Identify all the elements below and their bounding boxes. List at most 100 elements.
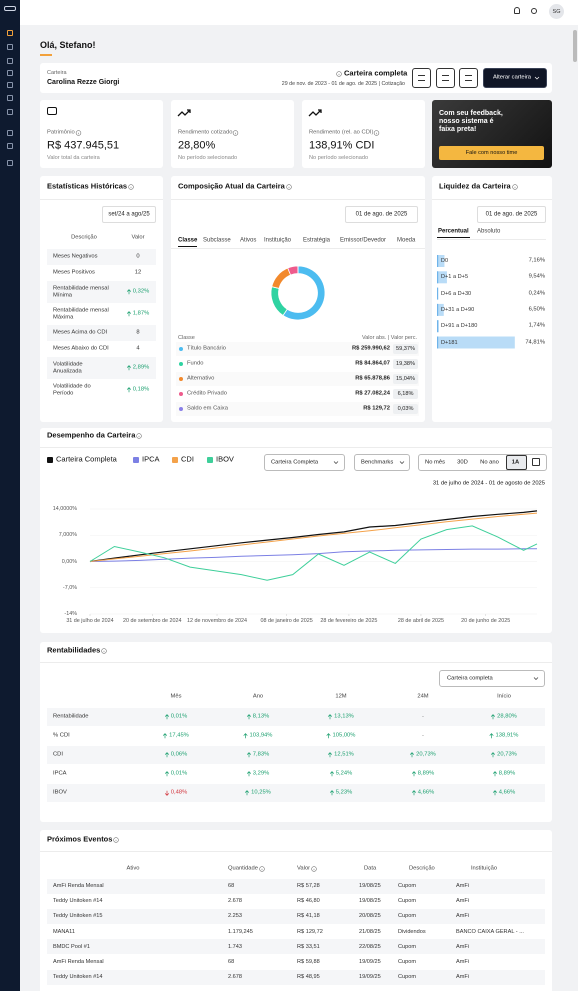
composition-tab[interactable]: Classe	[178, 237, 198, 244]
composition-tab[interactable]: Instituição	[264, 237, 292, 244]
liquidity-tab[interactable]: Absoluto	[477, 228, 501, 235]
events-cell: 20/08/25	[359, 913, 381, 920]
stats-value: 1,87%	[132, 310, 150, 317]
liquidity-bar	[437, 271, 447, 284]
events-cell: 68	[228, 882, 235, 889]
nav-icon[interactable]	[7, 82, 13, 88]
divider	[437, 239, 546, 240]
mail-button-icon	[465, 75, 472, 81]
trend-icon	[308, 109, 322, 117]
range-option[interactable]: No mês	[425, 459, 445, 466]
returns-name: IBOV	[53, 789, 67, 796]
events-cell: AmFi	[456, 882, 470, 889]
trend-arrow	[490, 752, 496, 758]
events-col: Descrição	[409, 865, 435, 872]
events-cell: 1.179,245	[228, 928, 253, 935]
series-line	[89, 510, 538, 563]
portfolio-select-label[interactable]: Carteira Completa	[271, 459, 319, 466]
composition-class: Fundo	[187, 360, 204, 367]
trend-arrow	[246, 752, 252, 758]
nav-icon[interactable]	[7, 109, 13, 115]
nav-icon[interactable]	[7, 30, 13, 36]
y-tick-label: 7,000%	[58, 532, 77, 539]
nav-icon[interactable]	[7, 58, 13, 64]
stats-period-label[interactable]: set/24 a ago/25	[108, 211, 150, 218]
composition-date-label[interactable]: 01 de ago. de 2025	[355, 211, 408, 218]
nav-icon[interactable]	[7, 143, 13, 149]
info-icon	[373, 130, 380, 136]
range-option[interactable]: 1A	[511, 459, 520, 466]
liquidity-card	[432, 176, 552, 422]
range-option[interactable]: 30D	[457, 459, 468, 466]
trend-arrow	[126, 387, 132, 393]
returns-value: 8,13%	[252, 713, 270, 720]
composition-class: Crédito Privado	[187, 390, 227, 397]
composition-tab[interactable]: Subclasse	[203, 237, 231, 244]
change-wallet-button[interactable]	[483, 68, 547, 88]
returns-value: 0,01%	[170, 713, 188, 720]
notification-icon[interactable]	[514, 7, 520, 14]
stats-col: Valor	[131, 234, 145, 241]
series-line	[89, 525, 538, 581]
range-option[interactable]: No ano	[480, 459, 499, 466]
composition-amount: R$ 129,72	[363, 405, 390, 412]
theme-icon[interactable]	[531, 8, 537, 14]
calendar-icon[interactable]	[532, 458, 540, 466]
composition-tab[interactable]: Moeda	[397, 237, 416, 244]
nav-icon[interactable]	[7, 70, 13, 76]
x-tick-label: 08 de janeiro de 2025	[260, 617, 313, 624]
percent-chip	[393, 359, 418, 369]
composition-tab[interactable]: Emissor/Devedor	[340, 237, 387, 244]
nav-icon[interactable]	[7, 44, 13, 50]
returns-value: 103,94%	[249, 732, 273, 739]
returns-col: 24M	[417, 693, 429, 700]
nav-icon[interactable]	[7, 130, 13, 136]
stats-value: 0,32%	[132, 288, 150, 295]
nav-icon[interactable]	[7, 95, 13, 101]
composition-class: Alternativo	[187, 375, 215, 382]
stats-value: 0	[136, 253, 140, 260]
legend-swatch	[133, 457, 139, 463]
benchmarks-select-label[interactable]: Benchmarks	[361, 459, 394, 466]
composition-tab[interactable]: Estratégia	[303, 237, 331, 244]
returns-select[interactable]	[439, 670, 545, 687]
returns-select-label[interactable]: Carteira completa	[447, 675, 493, 682]
liquidity-tab[interactable]: Percentual	[438, 228, 469, 235]
active-tab-underline	[178, 246, 197, 248]
trend-arrow	[489, 733, 494, 739]
events-cell: Teddy Unitoken #14	[53, 897, 103, 904]
change-wallet-label[interactable]: Alterar carteira	[492, 74, 532, 81]
composition-date[interactable]	[345, 206, 418, 223]
composition-percent: 15,04%	[396, 375, 415, 382]
portfolio-select[interactable]	[264, 454, 345, 471]
trend-arrow	[244, 790, 250, 796]
trend-arrow	[411, 790, 417, 796]
events-cell: Cupom	[398, 943, 417, 950]
filter-button[interactable]	[412, 68, 431, 88]
liquidity-date-label[interactable]: 01 de ago. de 2025	[485, 211, 538, 218]
liquidity-bar-edge	[437, 271, 439, 284]
trend-arrow	[164, 752, 170, 758]
stats-period[interactable]	[102, 206, 156, 223]
chevron-icon	[399, 461, 405, 464]
feedback-button[interactable]	[439, 146, 544, 160]
topbar	[20, 0, 578, 25]
events-cell: BANCO CAIXA GERAL - ...	[456, 928, 524, 935]
divider	[171, 248, 425, 249]
returns-value: 0,06%	[170, 751, 188, 758]
benchmarks-select[interactable]	[354, 454, 410, 471]
divider	[40, 199, 163, 200]
refresh-button[interactable]	[436, 68, 455, 88]
liquidity-date[interactable]	[477, 206, 546, 223]
nav-icon[interactable]	[7, 160, 13, 166]
composition-tab[interactable]: Ativos	[240, 237, 257, 244]
events-cell: AmFi	[456, 943, 470, 950]
composition-col: Classe	[178, 334, 195, 341]
range-group	[418, 454, 547, 471]
events-cell: Teddy Unitoken #14	[53, 973, 103, 980]
liquidity-value: 1,74%	[528, 322, 545, 329]
feedback-button-label[interactable]: Fale com nosso time	[465, 149, 518, 156]
avatar[interactable]	[549, 4, 564, 19]
donut-slice	[270, 286, 288, 317]
mail-button[interactable]	[459, 68, 478, 88]
